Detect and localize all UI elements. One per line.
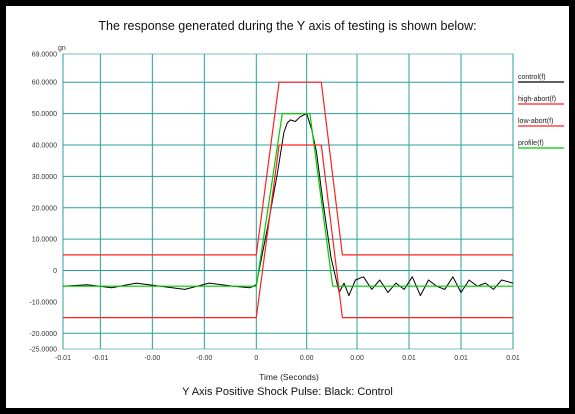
x-tick-label-1: -0.01 (92, 355, 108, 362)
y-tick-label-2: 50.0000 (32, 111, 57, 118)
x-tick-label-4: 0 (254, 355, 258, 362)
page-title: The response generated during the Y axis… (98, 19, 477, 33)
shock-pulse-chart: 69.0000 60.0000 50.0000 40.0000 30.0000 20.00… (29, 45, 564, 382)
series-line-profilef (63, 112, 513, 287)
x-tick-label-5: 0.00 (300, 355, 314, 362)
x-tick-label-0: -0.01 (55, 355, 71, 362)
x-tick-label-3: -0.00 (196, 355, 212, 362)
x-axis-title: Time (Seconds) (259, 372, 319, 382)
x-tick-label-9: 0.01 (506, 355, 520, 362)
y-tick-label-10: -25.0000 (29, 347, 57, 354)
x-tick-label-7: 0.01 (402, 355, 416, 362)
chart-caption: Y Axis Positive Shock Pulse: Black: Cont… (182, 386, 393, 398)
plot-frame (62, 53, 514, 350)
legend-label-2: low-abort(f) (518, 118, 553, 125)
y-tick-label-0: 69.0000 (32, 52, 57, 59)
legend-label-1: high-abort(f) (518, 96, 556, 103)
y-tick-label-7: 0 (53, 268, 57, 275)
y-tick-label-1: 60.0000 (32, 80, 57, 87)
series-line-high-abortf (63, 81, 513, 256)
series-line-controlf (62, 113, 514, 297)
report-panel: The response generated during the Y axis… (6, 6, 569, 408)
y-tick-label-8: -10.0000 (29, 299, 57, 306)
legend-label-3: profile(f) (518, 140, 544, 147)
y-axis-unit-label: gn (58, 45, 66, 52)
x-tick-label-6: 0.00 (350, 355, 364, 362)
legend-label-0: control(f) (518, 74, 546, 81)
x-tick-label-2: -0.00 (144, 355, 160, 362)
y-tick-label-6: 10.0000 (32, 237, 57, 244)
y-tick-label-4: 30.0000 (32, 174, 57, 181)
x-tick-label-8: 0.01 (454, 355, 468, 362)
y-tick-label-5: 20.0000 (32, 205, 57, 212)
y-tick-label-9: -20.0000 (29, 331, 57, 338)
series-line-low-abortf (63, 144, 513, 319)
y-tick-label-3: 40.0000 (32, 143, 57, 150)
